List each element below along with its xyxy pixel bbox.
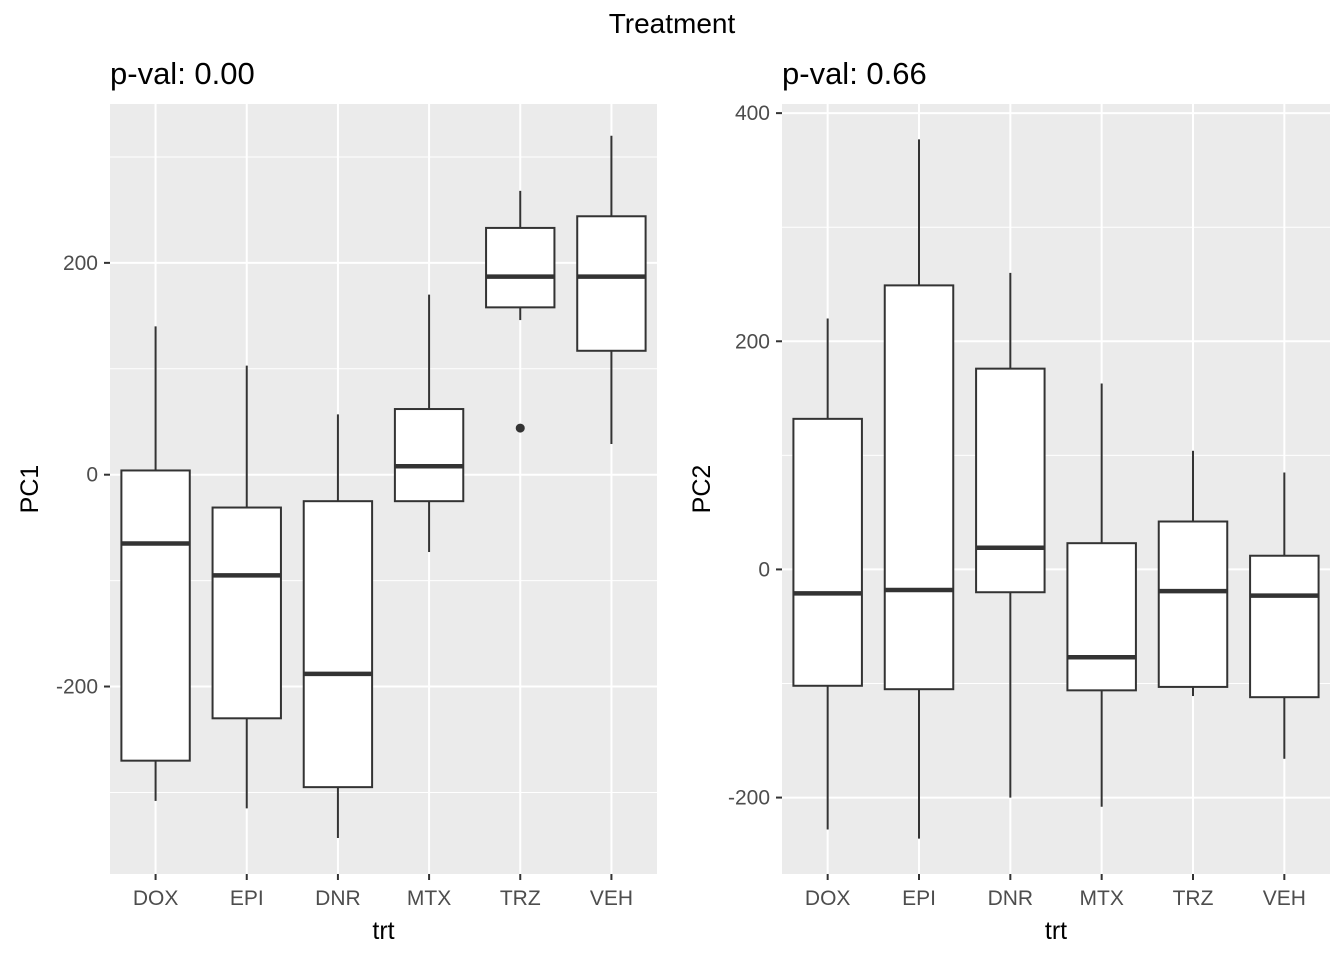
panel-title: p-val: 0.66 (782, 56, 927, 91)
box-trz (485, 190, 556, 433)
box-epi (211, 365, 282, 809)
x-tick-label: DNR (988, 887, 1034, 910)
plot-background (110, 104, 657, 874)
box-trz (1157, 450, 1229, 697)
box-body (1066, 542, 1137, 692)
x-tick-label: VEH (590, 887, 633, 910)
x-tick-label: MTX (1080, 887, 1124, 910)
x-tick-label: EPI (902, 887, 936, 910)
x-tick-label: TRZ (1173, 887, 1214, 910)
box-dox (792, 318, 863, 830)
x-axis-title: trt (372, 917, 394, 945)
x-tick-label: DOX (805, 887, 851, 910)
box-epi (883, 139, 955, 839)
box-body (883, 284, 955, 691)
y-tick-label: 200 (63, 252, 98, 275)
box-body (792, 417, 863, 687)
box-body (393, 408, 465, 503)
box-body (1249, 554, 1320, 699)
plot-background (782, 104, 1330, 874)
box-veh (576, 135, 647, 444)
box-body (120, 469, 191, 762)
box-dnr (302, 414, 374, 838)
x-tick-label: MTX (407, 887, 451, 910)
box-body (485, 226, 556, 309)
x-tick-label: VEH (1263, 887, 1306, 910)
box-body (576, 215, 647, 352)
box-dnr (975, 272, 1046, 798)
y-tick-label: 0 (86, 464, 98, 487)
y-tick-label: 200 (735, 330, 770, 353)
x-tick-label: DOX (133, 887, 179, 910)
y-tick-label: -200 (56, 676, 98, 699)
panel-2: -200 0 200 400 DOX EPI DNR MTX TRZ VEH trt PC2 p-val… (688, 56, 1330, 945)
box-veh (1249, 472, 1320, 759)
figure-title: Treatment (609, 8, 736, 39)
y-axis-title: PC2 (688, 465, 716, 514)
box-mtx (393, 294, 465, 553)
x-tick-label: TRZ (500, 887, 541, 910)
outlier-point (515, 423, 525, 433)
box-body (1157, 520, 1229, 688)
x-tick-label: DNR (315, 887, 361, 910)
box-body (975, 367, 1046, 594)
panel-1: -200 0 200 DOX EPI DNR MTX TRZ VEH trt PC1 p-val: 0… (16, 56, 657, 945)
box-body (211, 506, 282, 720)
box-body (302, 500, 374, 789)
y-tick-label: 400 (735, 102, 770, 125)
y-axis-title: PC1 (16, 465, 44, 514)
y-tick-label: 0 (758, 558, 770, 581)
x-axis-title: trt (1045, 917, 1067, 945)
box-mtx (1066, 383, 1137, 807)
y-tick-label: -200 (728, 787, 770, 810)
x-tick-label: EPI (230, 887, 264, 910)
panel-title: p-val: 0.00 (110, 56, 255, 91)
box-dox (120, 326, 191, 801)
